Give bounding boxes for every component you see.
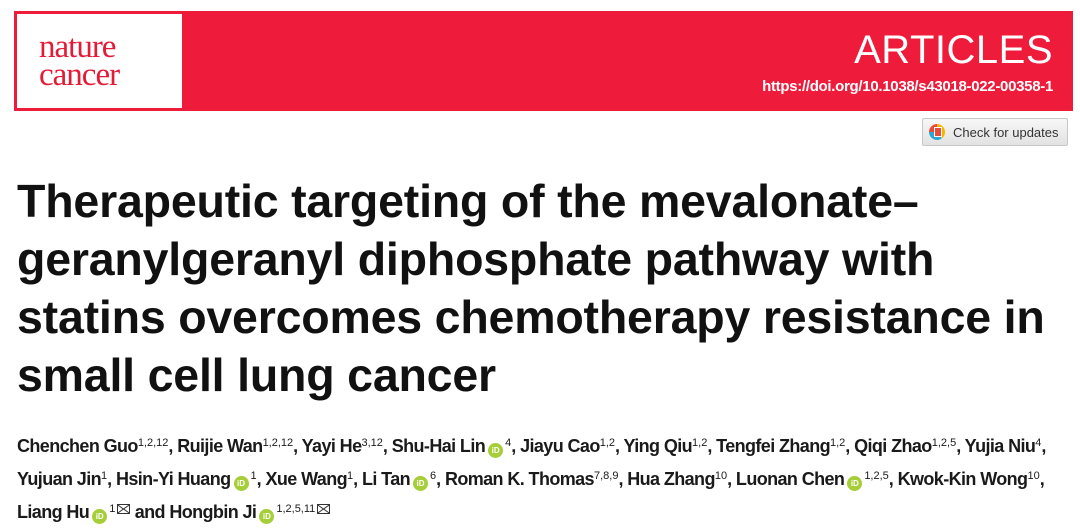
author-separator: , [293,436,302,456]
author-name[interactable]: Li Tan [361,469,411,489]
journal-logo[interactable]: nature cancer [17,14,182,108]
orcid-icon[interactable]: iD [413,476,428,491]
author-name[interactable]: Yayi He [301,436,362,456]
orcid-icon[interactable]: iD [847,476,863,491]
author-name[interactable]: Ying Qiu [623,436,693,456]
author-name[interactable]: Ruijie Wan [177,436,263,456]
author: Ying Qiu1,2, [624,436,717,456]
author-separator: , [1039,469,1045,489]
logo-line2: cancer [39,57,120,93]
orcid-icon[interactable]: iD [259,509,275,524]
author: Jiayu Cao1,2, [520,436,623,456]
affiliation-numbers: 3,12 [361,437,383,449]
author-separator: , [727,469,736,489]
author-separator: and [130,502,170,522]
author: Shu-Hai Lin iD4, [391,436,521,458]
author: Yayi He3,12, [302,436,392,456]
author: Ruijie Wan1,2,12, [177,436,301,456]
doi-link[interactable]: https://doi.org/10.1038/s43018-022-00358… [762,78,1053,95]
author-name[interactable]: Tengfei Zhang [716,436,830,456]
author: Xue Wang1, [265,469,361,489]
affiliation-numbers: 6 [430,470,437,482]
author-name[interactable]: Liang Hu [17,502,90,522]
author-name[interactable]: Hua Zhang [627,469,715,489]
author-separator: , [707,436,717,456]
affiliation-numbers: 7,8,9 [593,470,619,482]
article-title: Therapeutic targeting of the mevalonate–… [17,175,1045,401]
author-separator: , [511,436,521,456]
author-name[interactable]: Luonan Chen [735,469,845,489]
affiliation-numbers: 1 [347,470,354,482]
author-name[interactable]: Kwok-Kin Wong [897,469,1028,489]
author: Roman K. Thomas7,8,9, [445,469,627,489]
author: Hongbin Ji iD1,2,5,11 [169,502,331,524]
journal-banner: nature cancer ARTICLES https://doi.org/1… [14,11,1073,111]
author-separator: , [845,436,855,456]
author: Qiqi Zhao1,2,5, [854,436,965,456]
author-name[interactable]: Qiqi Zhao [854,436,932,456]
envelope-icon[interactable] [317,504,331,514]
author-name[interactable]: Yujia Niu [964,436,1036,456]
author: Li Tan iD6, [361,469,445,491]
author-name[interactable]: Hongbin Ji [169,502,257,522]
author-separator: , [1041,436,1046,456]
affiliation-numbers: 1,2 [830,437,846,449]
author: Hsin-Yi Huang iD1, [115,469,266,491]
affiliation-numbers: 1,2,12 [137,437,169,449]
author-name[interactable]: Roman K. Thomas [444,469,595,489]
check-for-updates-label: Check for updates [953,124,1059,140]
affiliation-numbers: 1,2,12 [262,437,294,449]
author: Kwok-Kin Wong10, [898,469,1045,489]
affiliation-numbers: 1,2 [599,437,616,449]
orcid-icon[interactable]: iD [92,509,108,524]
affiliation-numbers: 1,2,5 [931,437,957,449]
author: Tengfei Zhang1,2, [716,436,854,456]
author-name[interactable]: Yujuan Jin [17,469,102,489]
author: Chenchen Guo1,2,12, [17,436,177,456]
author: Liang Hu iD1 and [17,502,170,524]
author-separator: , [956,436,965,456]
author-separator: , [353,469,362,489]
affiliation-numbers: 10 [714,470,728,482]
affiliation-numbers: 1,2,5 [864,470,889,482]
author-name[interactable]: Shu-Hai Lin [391,436,486,456]
author-name[interactable]: Xue Wang [265,469,347,489]
orcid-icon[interactable]: iD [488,443,504,458]
affiliation-numbers: 10 [1027,470,1040,482]
author-name[interactable]: Chenchen Guo [17,436,138,456]
check-for-updates-button[interactable]: Check for updates [922,118,1068,146]
envelope-icon[interactable] [117,504,131,514]
affiliation-numbers: 1,2,5,11 [276,503,316,515]
author-separator: , [256,469,266,489]
author-separator: , [168,436,178,456]
author-separator: , [888,469,898,489]
author-separator: , [107,469,116,489]
author-name[interactable]: Hsin-Yi Huang [115,469,231,489]
crossmark-icon [929,124,945,140]
section-label: ARTICLES [854,28,1053,72]
author: Yujuan Jin1, [17,469,116,489]
author-separator: , [382,436,392,456]
affiliation-numbers: 1,2 [692,437,708,449]
orcid-icon[interactable]: iD [233,476,249,491]
author-separator: , [436,469,445,489]
author-separator: , [615,436,624,456]
affiliation-numbers: 4 [505,437,512,449]
author-separator: , [618,469,628,489]
affiliation-numbers: 1 [250,470,257,482]
author-list: Chenchen Guo1,2,12, Ruijie Wan1,2,12, Ya… [17,430,1077,529]
author: Hua Zhang10, [627,469,736,489]
affiliation-numbers: 4 [1035,437,1042,449]
author: Luonan Chen iD1,2,5, [735,469,898,491]
author: Yujia Niu4, [964,436,1047,456]
logo-line1: nature [39,29,116,65]
affiliation-numbers: 1 [109,503,116,515]
affiliation-numbers: 1 [101,470,108,482]
author-name[interactable]: Jiayu Cao [520,436,600,456]
